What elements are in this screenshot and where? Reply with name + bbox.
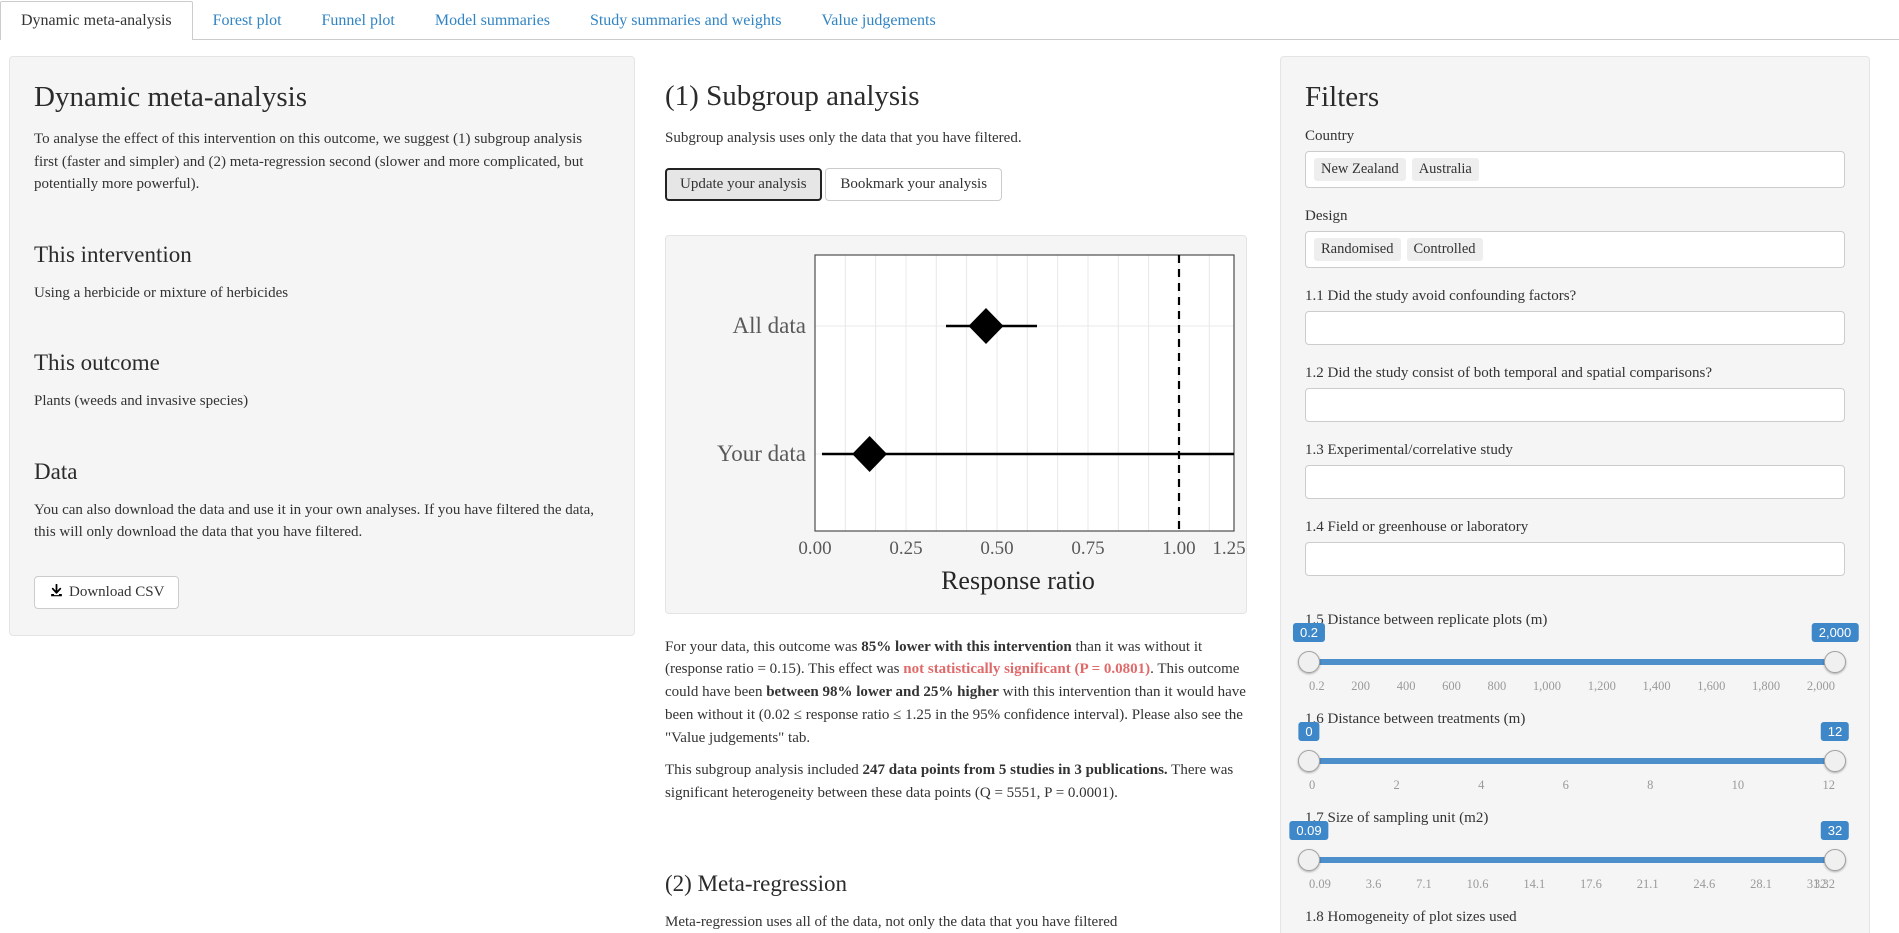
svg-text:All data: All data xyxy=(733,313,806,338)
svg-text:0.25: 0.25 xyxy=(889,538,922,559)
svg-text:0.50: 0.50 xyxy=(980,538,1013,559)
svg-text:Response ratio: Response ratio xyxy=(941,566,1095,595)
svg-text:0.00: 0.00 xyxy=(798,538,831,559)
svg-text:Your data: Your data xyxy=(717,441,806,466)
svg-text:1.00: 1.00 xyxy=(1162,538,1195,559)
svg-text:1.25: 1.25 xyxy=(1212,538,1245,559)
svg-text:0.75: 0.75 xyxy=(1071,538,1104,559)
